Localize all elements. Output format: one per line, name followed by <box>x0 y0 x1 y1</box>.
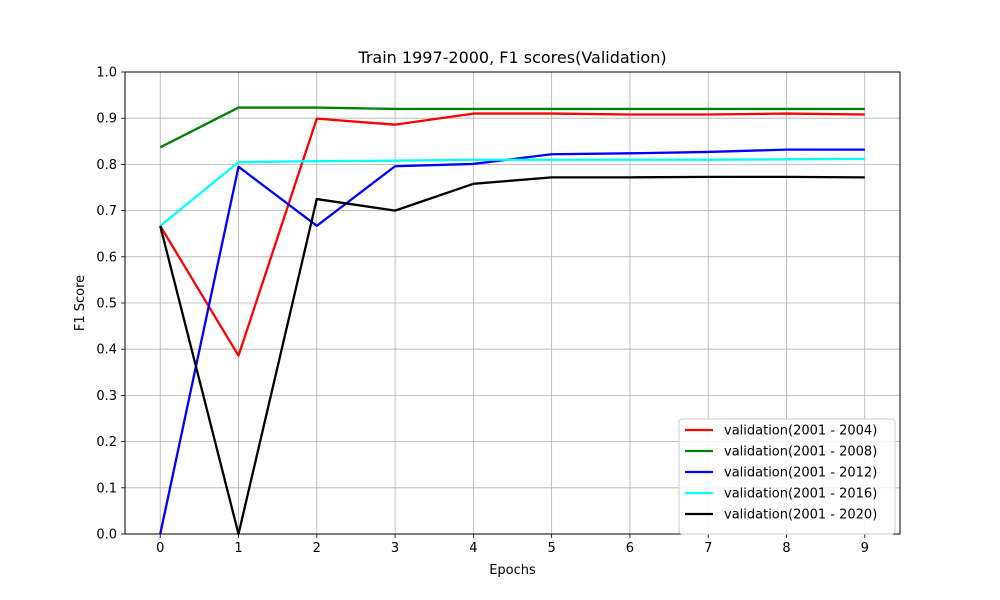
y-tick-label: 0.4 <box>96 343 117 358</box>
y-tick-label: 0.3 <box>96 389 117 404</box>
x-axis-label: Epochs <box>489 563 536 578</box>
series-line-4 <box>159 157 865 227</box>
y-tick-label: 0.2 <box>96 435 117 450</box>
x-tick-label: 9 <box>861 541 869 556</box>
series-line-5 <box>159 175 865 536</box>
x-tick-label: 0 <box>156 541 164 556</box>
legend-entry: validation(2001 - 2012) <box>724 466 877 481</box>
y-tick-label: 0.9 <box>96 112 117 127</box>
y-tick-label: 0.7 <box>96 204 117 219</box>
y-tick-label: 0.6 <box>96 250 117 265</box>
chart-title: Train 1997-2000, F1 scores(Validation) <box>357 48 666 67</box>
y-tick-label: 0.5 <box>96 297 117 312</box>
y-axis-ticks: 0.0 0.1 0.2 0.3 0.4 0.5 0.6 0.7 0.8 0.9 1.0 <box>96 66 125 543</box>
x-tick-label: 7 <box>704 541 712 556</box>
x-axis-ticks: 0 1 2 3 4 5 6 7 8 9 <box>156 534 869 556</box>
y-tick-label: 0.1 <box>96 481 117 496</box>
x-tick-label: 5 <box>548 541 556 556</box>
y-tick-label: 0.8 <box>96 158 117 173</box>
series-line-1 <box>159 112 865 357</box>
x-tick-label: 6 <box>626 541 634 556</box>
legend: validation(2001 - 2004) validation(2001 -… <box>678 418 896 535</box>
legend-entry: validation(2001 - 2020) <box>724 508 877 523</box>
x-tick-label: 4 <box>469 541 477 556</box>
legend-entry: validation(2001 - 2004) <box>724 424 877 439</box>
legend-entry: validation(2001 - 2008) <box>724 445 877 460</box>
legend-box <box>678 418 896 535</box>
x-tick-label: 2 <box>313 541 321 556</box>
series-line-2 <box>159 106 865 149</box>
y-tick-label: 0.0 <box>96 528 117 543</box>
x-tick-label: 1 <box>234 541 242 556</box>
series-lines <box>159 106 865 536</box>
y-tick-label: 1.0 <box>96 66 117 81</box>
legend-entry: validation(2001 - 2016) <box>724 487 877 502</box>
x-tick-label: 3 <box>391 541 399 556</box>
y-axis-label: F1 Score <box>73 275 88 331</box>
x-tick-label: 8 <box>782 541 790 556</box>
